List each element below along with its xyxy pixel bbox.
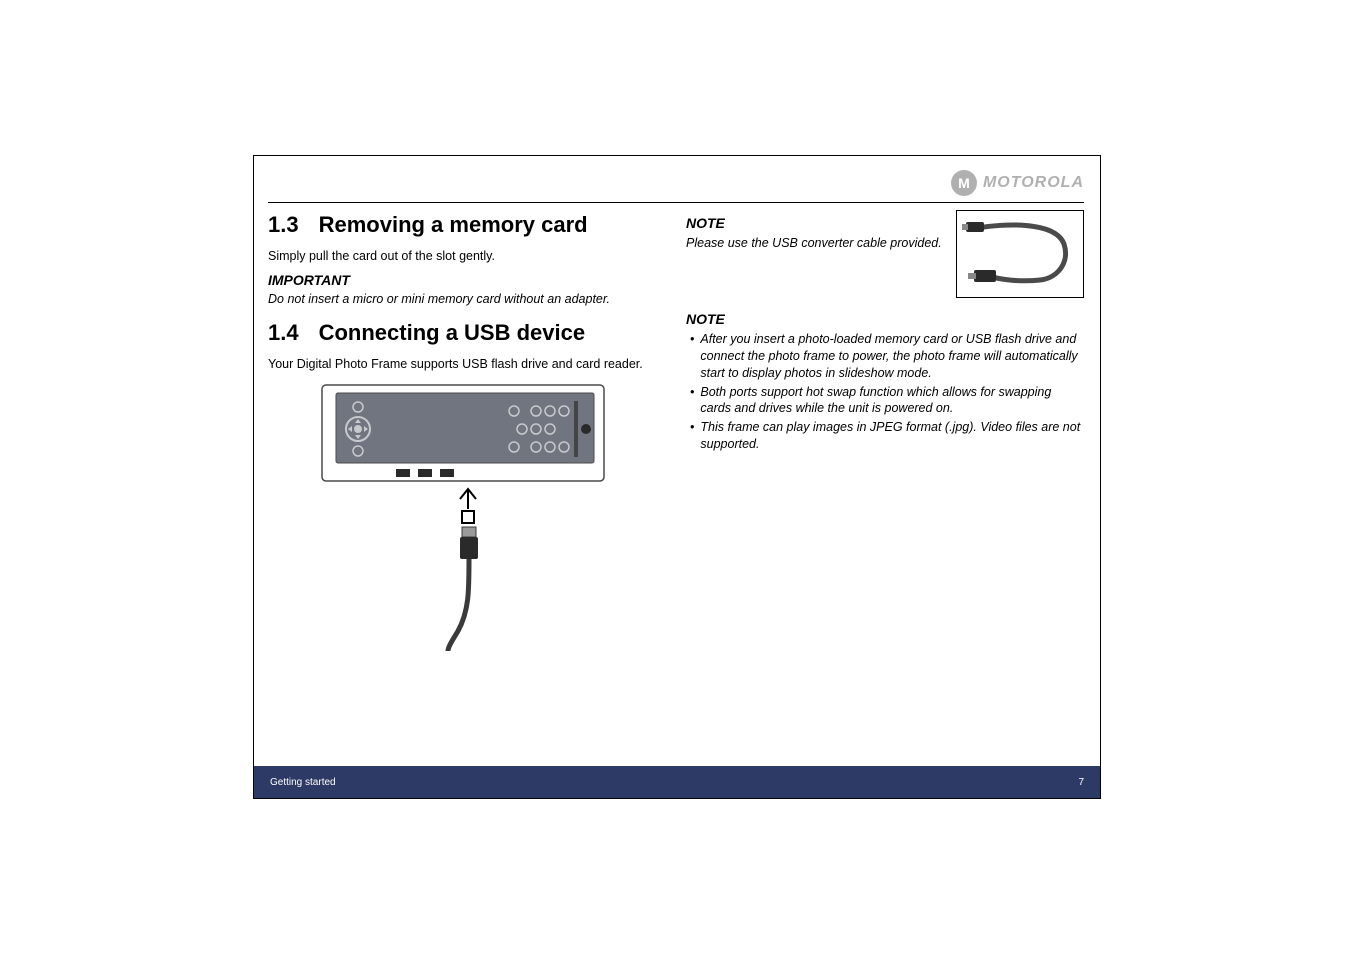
footer-page-number: 7 — [1078, 777, 1084, 788]
footer-bar: Getting started 7 — [254, 766, 1100, 798]
brand-logo-icon: M — [951, 170, 977, 196]
important-label: IMPORTANT — [268, 271, 666, 290]
left-column: 1.3 Removing a memory card Simply pull t… — [268, 210, 666, 656]
brand-logo-glyph: M — [958, 175, 970, 191]
note-1-row: NOTE Please use the USB converter cable … — [686, 210, 1084, 298]
device-usb-figure — [318, 381, 608, 656]
device-svg — [318, 381, 608, 651]
manual-page: M MOTOROLA 1.3 Removing a memory card Si… — [253, 155, 1101, 799]
footer-section: Getting started — [270, 777, 336, 788]
note-1-label: NOTE — [686, 214, 946, 233]
section-1-4-body: Your Digital Photo Frame supports USB fl… — [268, 356, 666, 373]
cable-svg — [960, 214, 1080, 294]
right-column: NOTE Please use the USB converter cable … — [686, 210, 1084, 656]
brand-logo: M MOTOROLA — [951, 170, 1084, 196]
section-1-3-title: Removing a memory card — [319, 210, 588, 240]
section-1-4-number: 1.4 — [268, 318, 299, 348]
note-2-label: NOTE — [686, 310, 1084, 329]
section-1-3-body: Simply pull the card out of the slot gen… — [268, 248, 666, 265]
note-2-bullet-2: This frame can play images in JPEG forma… — [690, 419, 1084, 453]
note-2-bullet-0: After you insert a photo-loaded memory c… — [690, 331, 1084, 382]
header-rule — [268, 202, 1084, 203]
note-1-body: Please use the USB converter cable provi… — [686, 235, 946, 252]
note-2-bullets: After you insert a photo-loaded memory c… — [686, 331, 1084, 453]
section-1-4-title: Connecting a USB device — [319, 318, 586, 348]
usb-cable-figure — [956, 210, 1084, 298]
brand-name: MOTOROLA — [983, 174, 1084, 192]
section-1-4-heading: 1.4 Connecting a USB device — [268, 318, 666, 348]
content-columns: 1.3 Removing a memory card Simply pull t… — [268, 210, 1084, 656]
section-1-3-number: 1.3 — [268, 210, 299, 240]
note-1-text: NOTE Please use the USB converter cable … — [686, 210, 946, 262]
section-1-3-heading: 1.3 Removing a memory card — [268, 210, 666, 240]
note-2-bullet-1: Both ports support hot swap function whi… — [690, 384, 1084, 418]
important-body: Do not insert a micro or mini memory car… — [268, 291, 666, 308]
